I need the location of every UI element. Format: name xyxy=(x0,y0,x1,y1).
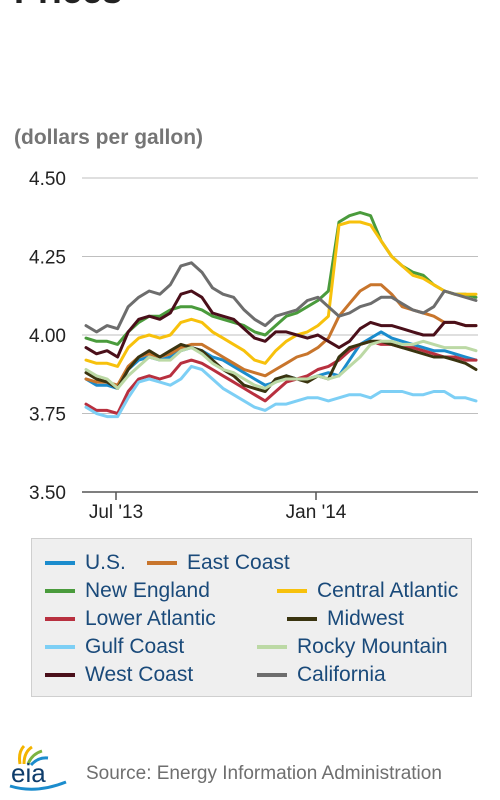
legend-label: Rocky Mountain xyxy=(297,635,448,658)
eia-logo: eia xyxy=(6,742,76,797)
series-line-gulf-coast xyxy=(84,364,478,419)
series-line-central-atlantic xyxy=(84,220,478,368)
series-line-rocky-mountain xyxy=(84,339,478,390)
legend-label: Gulf Coast xyxy=(85,635,185,658)
legend-item: U.S. xyxy=(45,551,126,575)
legend-label: Central Atlantic xyxy=(317,579,459,602)
legend-swatch xyxy=(45,617,75,621)
legend-label: U.S. xyxy=(85,551,126,574)
legend-item: Central Atlantic xyxy=(277,579,458,603)
series-line-lower-atlantic xyxy=(84,339,478,415)
series-line-new-england xyxy=(84,211,478,346)
x-tick-label: Jan '14 xyxy=(286,502,347,523)
legend-swatch xyxy=(257,645,287,649)
legend-label: Lower Atlantic xyxy=(85,607,216,630)
legend-swatch xyxy=(287,617,317,621)
legend-item: Midwest xyxy=(287,607,404,631)
y-tick-label: 3.75 xyxy=(29,405,66,426)
logo-wordmark: eia xyxy=(11,758,46,788)
x-tick-label: Jul '13 xyxy=(89,502,143,523)
legend-item: West Coast xyxy=(45,663,193,687)
legend-swatch xyxy=(257,673,287,677)
legend-item: California xyxy=(257,663,386,687)
line-chart: 4.50 4.25 4.00 3.75 3.50 Jul '13 Jan '14 xyxy=(29,169,478,523)
y-tick-label: 4.00 xyxy=(29,326,66,347)
legend-swatch xyxy=(277,589,307,593)
legend-item: Lower Atlantic xyxy=(45,607,216,631)
y-axis-unit-label: (dollars per gallon) xyxy=(14,126,204,149)
legend-swatch xyxy=(45,589,75,593)
x-axis: Jul '13 Jan '14 xyxy=(89,492,347,523)
y-tick-label: 4.25 xyxy=(29,248,66,269)
series-line-midwest xyxy=(84,339,478,393)
legend-swatch xyxy=(45,673,75,677)
legend: U.S. East Coast New England Central Atlanti… xyxy=(31,538,472,697)
legend-swatch xyxy=(147,561,177,565)
y-tick-label: 4.50 xyxy=(29,169,66,190)
legend-item: Rocky Mountain xyxy=(257,635,448,659)
series-line-west-coast xyxy=(84,289,478,359)
y-tick-label: 3.50 xyxy=(29,483,66,504)
legend-item: New England xyxy=(45,579,210,603)
legend-label: California xyxy=(297,663,386,686)
chart-title: Prices xyxy=(14,0,122,12)
legend-item: Gulf Coast xyxy=(45,635,184,659)
legend-item: East Coast xyxy=(147,551,290,575)
legend-label: New England xyxy=(85,579,210,602)
legend-label: East Coast xyxy=(187,551,290,574)
legend-swatch xyxy=(45,645,75,649)
y-axis-ticks: 4.50 4.25 4.00 3.75 3.50 xyxy=(29,169,66,504)
legend-label: West Coast xyxy=(85,663,194,686)
source-note: Source: Energy Information Administratio… xyxy=(86,763,442,784)
legend-label: Midwest xyxy=(327,607,405,630)
series-lines xyxy=(84,211,478,419)
sunburst-icon xyxy=(18,744,49,767)
legend-swatch xyxy=(45,561,75,565)
series-line-california xyxy=(84,261,478,334)
